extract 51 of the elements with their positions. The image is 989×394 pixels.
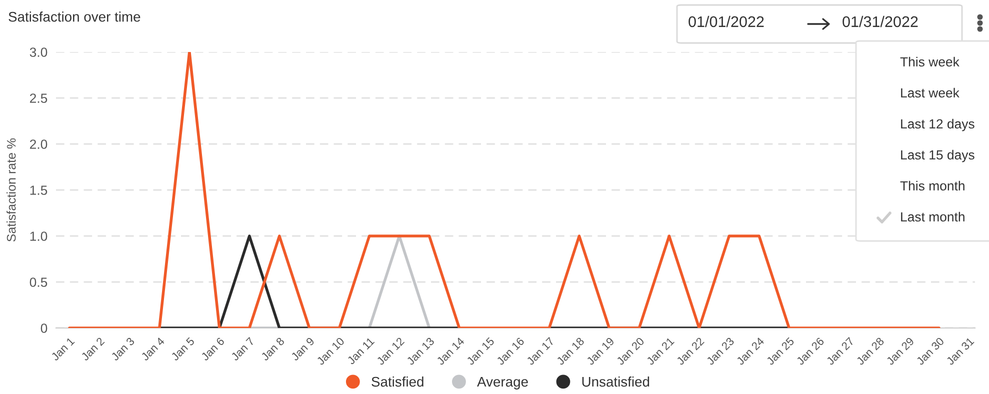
- y-tick-label: 2.0: [30, 140, 48, 149]
- y-tick-label: 1.5: [30, 186, 48, 195]
- annotation: Last 12 days: [901, 118, 974, 132]
- x-tick-label: Jan 12: [376, 336, 405, 366]
- annotation: This week: [900, 56, 960, 67]
- x-tick-label: Jan 4: [140, 336, 165, 362]
- x-tick-label: Jan 28: [856, 336, 884, 366]
- x-tick-label: Jan 24: [736, 336, 765, 366]
- y-tick-label: 1.0: [30, 232, 48, 241]
- x-tick-label: Jan 9: [290, 336, 315, 362]
- x-tick-label: Jan 5: [170, 336, 195, 362]
- legend-label: Satisfied: [372, 376, 424, 387]
- y-axis-title: Satisfaction rate %: [6, 138, 16, 242]
- x-tick-label: Jan 27: [826, 336, 854, 366]
- annotation: Last month: [901, 212, 964, 222]
- annotation: Last week: [901, 88, 960, 98]
- y-tick-label: 3.0: [30, 48, 48, 57]
- x-tick-label: Jan 7: [230, 337, 255, 362]
- x-tick-label: Jan 16: [496, 336, 525, 366]
- x-tick-label: Jan 20: [616, 336, 645, 366]
- text: 01/01/2022: [688, 16, 764, 28]
- x-tick-label: Jan 15: [466, 336, 495, 366]
- x-tick-label: Jan 13: [406, 336, 435, 366]
- y-tick-label: 0.5: [30, 278, 48, 287]
- x-tick-label: Jan 31: [946, 336, 974, 366]
- chart-title: Satisfaction over time: [8, 12, 140, 22]
- x-tick-label: Jan 3: [110, 336, 135, 362]
- x-tick-label: Jan 1: [50, 337, 75, 362]
- x-tick-label: Jan 8: [260, 336, 285, 362]
- x-tick-label: Jan 29: [886, 336, 914, 366]
- x-tick-label: Jan 17: [526, 337, 555, 366]
- y-tick-label: 2.5: [30, 94, 48, 103]
- y-tick-label: 0: [40, 324, 48, 333]
- x-tick-label: Jan 14: [436, 336, 465, 366]
- legend-label: Unsatisfied: [582, 376, 650, 387]
- x-tick-label: Jan 21: [646, 336, 675, 366]
- x-tick-label: Jan 30: [916, 336, 944, 366]
- x-tick-label: Jan 2: [80, 336, 105, 362]
- legend-label: Average: [477, 377, 528, 390]
- x-tick-label: Jan 23: [706, 336, 735, 366]
- x-tick-label: Jan 19: [586, 336, 615, 366]
- text: 01/31/2022: [842, 16, 918, 28]
- x-tick-label: Jan 22: [676, 336, 705, 366]
- x-tick-label: Jan 10: [316, 336, 345, 366]
- x-tick-label: Jan 6: [200, 336, 225, 362]
- annotation: This month: [900, 180, 964, 191]
- x-tick-label: Jan 11: [346, 337, 375, 365]
- x-tick-label: Jan 25: [766, 336, 795, 366]
- x-tick-label: Jan 18: [556, 336, 585, 366]
- x-tick-label: Jan 26: [796, 336, 825, 366]
- annotation: Last 15 days: [901, 150, 974, 162]
